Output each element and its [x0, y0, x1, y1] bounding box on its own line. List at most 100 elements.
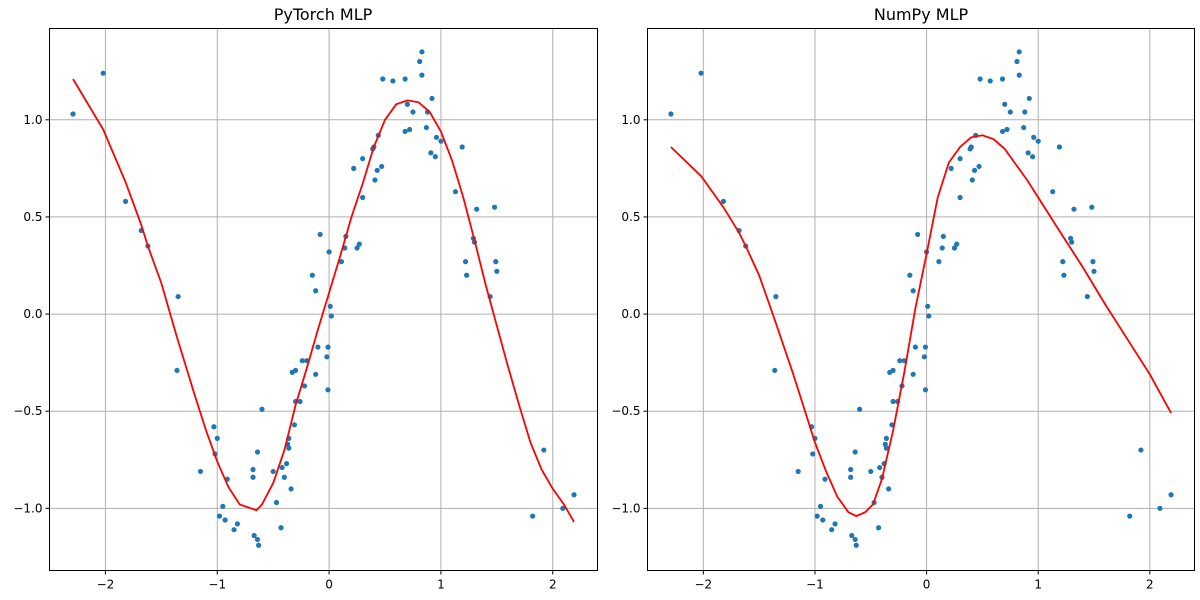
data-point: [474, 206, 480, 212]
data-point: [464, 272, 470, 278]
data-point: [251, 532, 257, 539]
data-point: [122, 198, 129, 204]
ticks: −2 −1 0 1 2 −1.0 −0.5 0.0 0.5 1.0: [13, 113, 556, 592]
data-point: [338, 259, 344, 265]
prediction-line: [670, 134, 1172, 518]
data-point: [698, 70, 704, 76]
x-tick-label: −2: [694, 578, 712, 592]
data-point: [254, 449, 261, 455]
data-point: [921, 354, 927, 360]
data-point: [571, 492, 577, 498]
x-tick-label: 0: [923, 578, 931, 592]
data-point: [291, 422, 298, 428]
data-point: [175, 293, 181, 300]
data-point: [814, 513, 820, 519]
y-tick-label: 0.0: [23, 307, 42, 321]
x-tick-label: −1: [806, 578, 824, 592]
x-tick-label: 1: [1034, 578, 1042, 592]
y-tick-label: 1.0: [23, 113, 42, 127]
data-point: [530, 513, 536, 519]
data-point: [492, 204, 498, 210]
x-tick-label: −2: [97, 578, 115, 592]
data-point: [1089, 204, 1095, 210]
data-point: [541, 447, 547, 453]
data-point: [1050, 189, 1056, 195]
data-point: [820, 517, 826, 523]
y-tick-label: 1.0: [621, 113, 640, 127]
data-point: [1004, 126, 1010, 133]
data-point: [438, 138, 444, 144]
data-point: [351, 165, 357, 171]
data-point: [1168, 492, 1174, 498]
x-tick-label: −1: [208, 578, 226, 592]
y-tick-label: 0.5: [621, 210, 640, 224]
data-point: [910, 371, 916, 377]
data-point: [883, 445, 889, 451]
data-point: [977, 76, 983, 82]
data-point: [325, 387, 331, 393]
data-point: [317, 231, 323, 238]
data-point: [1127, 513, 1133, 519]
data-point: [1084, 293, 1090, 300]
data-point: [174, 367, 180, 374]
data-point: [1091, 268, 1097, 274]
x-tick-label: 0: [325, 578, 333, 592]
data-point: [433, 134, 440, 140]
data-point: [926, 313, 932, 319]
x-tick-label: 1: [437, 578, 445, 592]
data-point: [270, 468, 276, 475]
data-point: [857, 406, 863, 412]
data-point: [668, 111, 674, 117]
data-point: [360, 194, 366, 201]
data-point: [327, 303, 333, 309]
data-point: [419, 49, 425, 55]
data-point: [360, 156, 366, 162]
data-point: [868, 468, 874, 475]
data-point: [1026, 95, 1032, 102]
data-point: [281, 474, 287, 480]
data-point: [315, 344, 321, 350]
data-point: [313, 288, 319, 294]
y-tick-label: 0.5: [23, 210, 42, 224]
y-tick-label: −1.0: [13, 501, 42, 515]
data-point: [999, 76, 1006, 82]
data-point: [848, 466, 854, 473]
data-point: [877, 464, 883, 471]
data-point: [912, 344, 919, 350]
data-point: [922, 344, 929, 350]
data-point: [853, 542, 859, 548]
data-point: [968, 144, 974, 150]
data-point: [795, 468, 801, 475]
data-point: [380, 76, 386, 82]
data-point: [100, 70, 106, 76]
data-point: [987, 78, 993, 84]
data-point: [1007, 109, 1013, 115]
grid: [49, 28, 598, 571]
data-point: [897, 358, 903, 364]
data-point: [407, 126, 413, 133]
chart-title: NumPy MLP: [874, 5, 969, 24]
data-point: [922, 387, 929, 393]
y-tick-label: −0.5: [13, 404, 42, 418]
chart-title: PyTorch MLP: [274, 5, 373, 24]
data-point: [951, 245, 958, 251]
data-point: [259, 406, 265, 412]
data-point: [428, 150, 434, 156]
data-point: [222, 517, 228, 523]
data-point: [907, 272, 913, 278]
data-point: [374, 167, 380, 173]
data-point: [1016, 49, 1022, 55]
data-point: [278, 525, 284, 531]
data-point: [936, 259, 942, 265]
data-point: [288, 486, 294, 492]
x-tick-label: 2: [549, 578, 557, 592]
data-point: [326, 249, 332, 255]
data-point: [925, 303, 931, 309]
axes-frame: [647, 28, 1195, 571]
data-point: [1002, 101, 1008, 107]
x-tick-label: 2: [1146, 578, 1154, 592]
data-point: [1157, 505, 1163, 511]
data-point: [822, 476, 828, 482]
data-point: [356, 241, 362, 247]
